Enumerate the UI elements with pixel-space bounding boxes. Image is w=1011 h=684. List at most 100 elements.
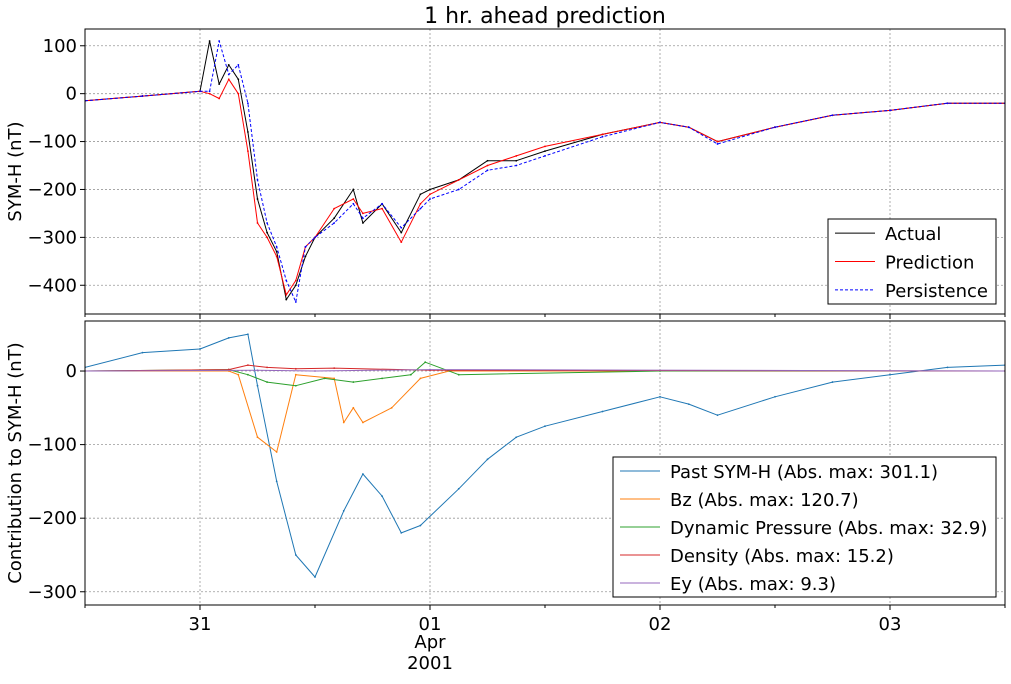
data-point: [285, 293, 288, 296]
legend-label: Past SYM-H (Abs. max: 301.1): [670, 462, 938, 483]
data-point: [362, 212, 364, 215]
data-point: [199, 90, 201, 93]
data-point: [515, 159, 518, 162]
data-point: [275, 480, 278, 483]
x-month-label: Apr: [414, 632, 446, 653]
data-point: [237, 92, 240, 95]
data-point: [409, 373, 412, 376]
y-tick-label: −100: [28, 435, 77, 456]
data-point: [285, 298, 288, 301]
data-point: [247, 150, 249, 153]
data-point: [716, 140, 719, 143]
data-point: [362, 222, 364, 224]
data-point: [247, 364, 249, 367]
data-point: [486, 159, 489, 162]
data-point: [275, 255, 278, 258]
data-point: [687, 126, 690, 129]
x-tick-label: 03: [879, 614, 902, 635]
data-point: [227, 73, 230, 76]
data-point: [544, 155, 546, 157]
data-point: [342, 509, 345, 512]
data-point: [266, 231, 268, 234]
data-point: [889, 109, 891, 112]
data-point: [256, 222, 259, 224]
data-point: [294, 367, 297, 370]
data-point: [218, 97, 221, 100]
data-point: [266, 366, 268, 369]
data-point: [294, 384, 297, 387]
data-point: [419, 524, 422, 527]
data-point: [381, 495, 383, 498]
data-point: [275, 246, 278, 248]
data-point: [333, 222, 336, 224]
data-point: [218, 83, 221, 85]
data-point: [256, 178, 259, 181]
y-tick-label: −200: [28, 508, 77, 529]
data-point: [424, 361, 427, 364]
x-tick-label: 01: [419, 614, 442, 635]
data-point: [400, 531, 403, 534]
data-point: [601, 410, 604, 413]
data-point: [256, 436, 259, 439]
legend-label: Ey (Abs. max: 9.3): [670, 574, 836, 595]
data-point: [352, 202, 355, 205]
y-axis-label: Contribution to SYM-H (nT): [5, 342, 26, 583]
data-point: [381, 202, 383, 205]
data-point: [141, 95, 144, 97]
data-point: [333, 377, 336, 380]
data-point: [266, 222, 268, 224]
data-point: [419, 202, 422, 205]
data-point: [486, 164, 489, 167]
y-tick-label: −100: [28, 132, 77, 153]
legend-box: [612, 456, 997, 598]
data-point: [218, 40, 221, 42]
legend: Actual Prediction Persistence: [827, 218, 997, 305]
data-point: [419, 207, 422, 210]
data-point: [889, 373, 891, 376]
data-point: [294, 554, 297, 556]
data-point: [381, 377, 383, 380]
data-point: [352, 381, 355, 383]
data-point: [515, 155, 518, 157]
data-point: [544, 150, 546, 153]
data-point: [544, 145, 546, 148]
series-line-2: [85, 370, 1005, 453]
data-point: [314, 370, 316, 372]
data-point: [247, 333, 249, 336]
data-point: [831, 381, 834, 383]
data-point: [256, 198, 259, 200]
data-point: [227, 78, 230, 81]
data-point: [419, 193, 422, 196]
data-point: [362, 473, 364, 475]
data-point: [237, 64, 240, 66]
data-point: [275, 451, 278, 453]
data-point: [544, 425, 546, 428]
data-point: [457, 373, 460, 376]
legend-label: Persistence: [885, 281, 988, 302]
series-group: [85, 333, 1005, 578]
data-point: [362, 217, 364, 220]
data-point: [208, 90, 211, 93]
data-point: [946, 102, 949, 105]
y-tick-label: 0: [66, 84, 77, 105]
data-point: [247, 102, 249, 105]
legend-label: Prediction: [885, 253, 974, 274]
data-point: [294, 301, 297, 303]
data-point: [304, 255, 307, 258]
data-point: [601, 135, 604, 138]
data-point: [247, 373, 249, 376]
data-point: [208, 40, 211, 42]
x-year-label: 2001: [407, 653, 453, 674]
data-point: [946, 366, 949, 369]
legend: Past SYM-H (Abs. max: 301.1) Bz (Abs. max…: [612, 456, 997, 598]
data-point: [256, 369, 259, 372]
data-point: [400, 226, 403, 229]
y-tick-label: −400: [28, 275, 77, 296]
data-point: [774, 126, 776, 129]
data-point: [429, 188, 431, 191]
data-point: [323, 377, 326, 380]
data-point: [457, 188, 460, 191]
data-point: [687, 403, 690, 406]
